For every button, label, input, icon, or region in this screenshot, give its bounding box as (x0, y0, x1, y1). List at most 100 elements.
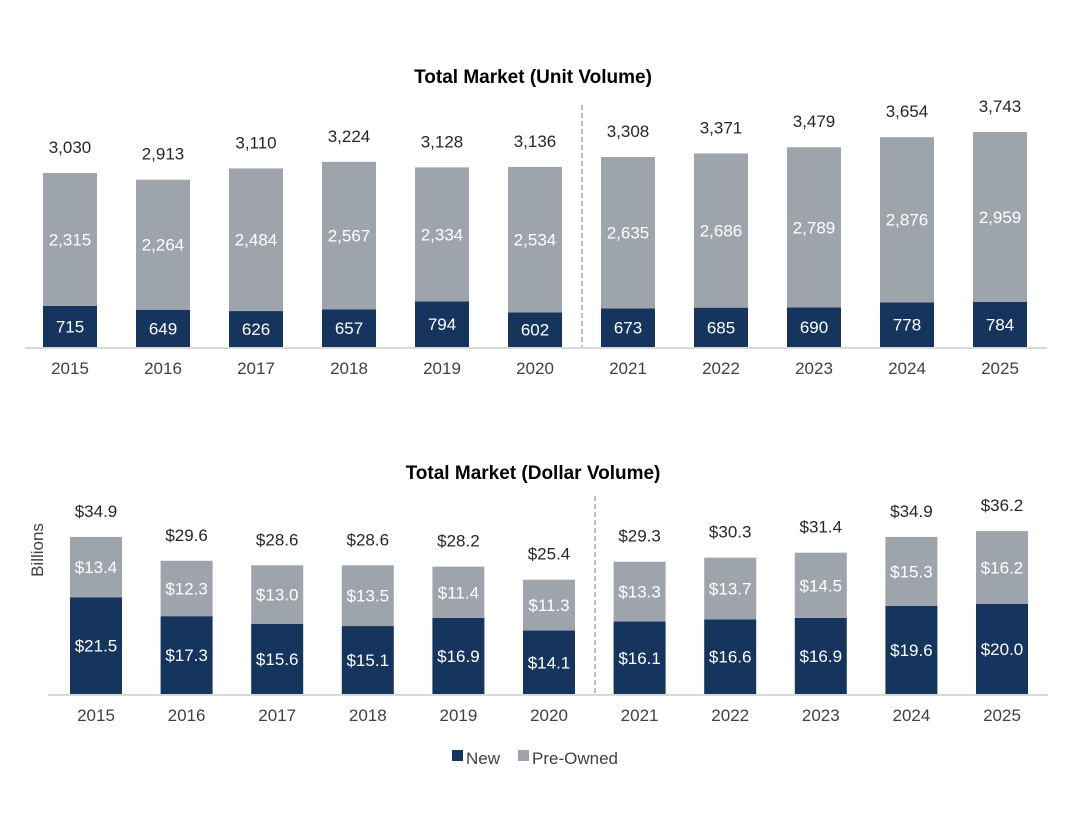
chart-title-dollar-volume: Total Market (Dollar Volume) (406, 463, 661, 484)
bar-new (794, 617, 847, 694)
bar-new (341, 626, 394, 694)
data-label-pre-owned: $13.7 (709, 579, 752, 598)
bar-pre-owned (229, 168, 283, 312)
data-label-pre-owned: $12.3 (165, 579, 208, 598)
x-tick-label: 2016 (144, 359, 182, 378)
bar-new (322, 309, 376, 347)
data-label-pre-owned: $14.5 (800, 576, 843, 595)
x-tick-label: 2018 (349, 706, 387, 725)
data-label-pre-owned: $11.3 (528, 596, 569, 615)
chart-title-unit-volume: Total Market (Unit Volume) (414, 67, 652, 88)
data-label-pre-owned: 2,534 (514, 231, 557, 250)
data-label-pre-owned: $13.3 (618, 583, 661, 602)
bar-new (885, 605, 938, 694)
data-label-new: 626 (242, 320, 270, 339)
data-label-new: $19.6 (890, 641, 933, 660)
bar-new (613, 621, 666, 694)
x-tick-label: 2024 (892, 706, 930, 725)
data-label-pre-owned: 2,635 (607, 224, 650, 243)
x-tick-label: 2017 (258, 706, 296, 725)
bar-pre-owned (136, 179, 190, 310)
data-label-new: $16.9 (437, 647, 480, 666)
data-label-new: $14.1 (528, 653, 571, 672)
bar-new (251, 623, 304, 694)
total-label: 2,913 (142, 145, 185, 164)
total-label: $28.6 (347, 530, 390, 549)
data-label-pre-owned: 2,876 (886, 211, 929, 230)
x-tick-label: 2025 (983, 706, 1021, 725)
total-label: $31.4 (800, 518, 843, 537)
bar-new (601, 308, 655, 347)
data-label-new: 778 (893, 316, 921, 335)
y-axis-label: Billions (28, 523, 47, 577)
bar-pre-owned (43, 173, 97, 306)
data-label-new: $17.3 (165, 646, 208, 665)
bar-new (160, 616, 213, 694)
bar-new (508, 312, 562, 347)
bar-pre-owned (976, 531, 1028, 604)
x-tick-label: 2017 (237, 359, 275, 378)
x-tick-label: 2020 (516, 359, 554, 378)
x-tick-label: 2019 (423, 359, 461, 378)
bar-pre-owned (341, 565, 394, 627)
data-label-pre-owned: 2,686 (700, 222, 743, 241)
total-label: 3,743 (979, 97, 1022, 116)
data-label-pre-owned: $13.4 (75, 558, 118, 577)
total-label: 3,308 (607, 122, 650, 141)
legend-label-pre-owned: Pre-Owned (532, 749, 618, 768)
total-label: 3,479 (793, 112, 836, 131)
bar-pre-owned (973, 132, 1027, 302)
total-label: 3,128 (421, 132, 464, 151)
bar-pre-owned (322, 161, 376, 310)
total-label: $36.2 (981, 496, 1024, 515)
total-label: $34.9 (75, 502, 118, 521)
bar-pre-owned (704, 557, 757, 620)
data-label-new: $16.1 (618, 649, 661, 668)
data-label-new: 794 (428, 315, 456, 334)
bar-new (976, 604, 1028, 694)
data-label-new: $16.9 (800, 647, 843, 666)
bar-pre-owned (880, 137, 934, 303)
data-label-pre-owned: 2,789 (793, 218, 836, 237)
data-label-pre-owned: 2,484 (235, 231, 278, 250)
bar-pre-owned (787, 147, 841, 308)
x-tick-label: 2022 (702, 359, 740, 378)
bar-new (523, 630, 575, 694)
data-label-pre-owned: $15.3 (890, 562, 933, 581)
bar-pre-owned (613, 561, 666, 622)
data-label-new: 685 (707, 318, 735, 337)
data-label-new: 657 (335, 319, 363, 338)
legend-swatch-new (452, 750, 463, 761)
bar-pre-owned (794, 552, 847, 618)
data-label-new: $21.5 (75, 637, 118, 656)
x-tick-label: 2021 (621, 706, 659, 725)
total-label: 3,224 (328, 127, 371, 146)
bar-new (43, 305, 97, 347)
data-label-new: 784 (986, 315, 1014, 334)
data-label-pre-owned: 2,334 (421, 225, 464, 244)
total-label: $30.3 (709, 523, 752, 542)
data-label-new: $20.0 (981, 640, 1024, 659)
x-tick-label: 2024 (888, 359, 926, 378)
total-label: 3,136 (514, 132, 557, 151)
x-tick-label: 2018 (330, 359, 368, 378)
total-label: $29.6 (165, 526, 208, 545)
data-label-new: 649 (149, 319, 177, 338)
legend-swatch-pre-owned (518, 750, 529, 761)
bar-pre-owned (251, 565, 304, 624)
bar-pre-owned (601, 157, 655, 309)
x-tick-label: 2023 (795, 359, 833, 378)
bar-new (70, 597, 122, 694)
x-tick-label: 2015 (51, 359, 89, 378)
total-label: 3,110 (235, 133, 276, 152)
data-label-pre-owned: $13.5 (347, 587, 390, 606)
x-tick-label: 2020 (530, 706, 568, 725)
bar-new (787, 307, 841, 347)
x-tick-label: 2021 (609, 359, 647, 378)
data-label-new: $16.6 (709, 648, 752, 667)
total-label: 3,030 (49, 138, 92, 157)
bar-new (973, 301, 1027, 347)
bar-pre-owned (885, 536, 938, 606)
legend: New Pre-Owned (452, 749, 618, 768)
